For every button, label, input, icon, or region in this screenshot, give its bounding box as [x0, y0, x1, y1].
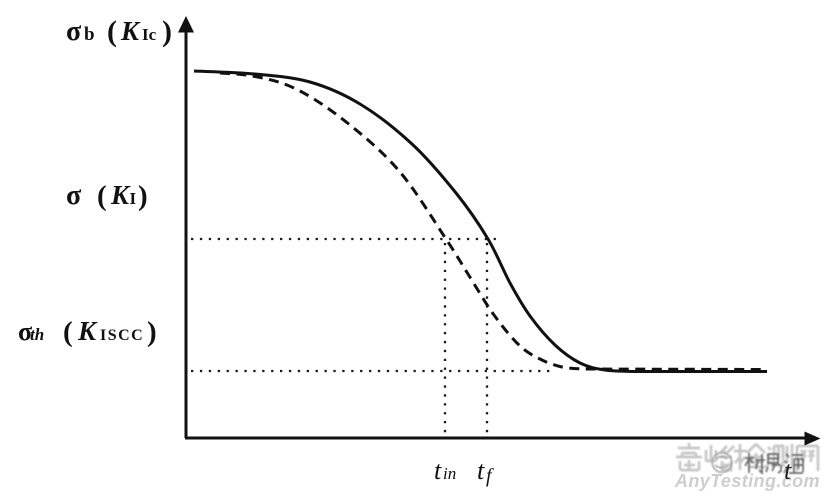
svg-text:σb(KIc): σ b(K Ic)	[66, 15, 172, 48]
svg-text:t: t	[784, 456, 792, 485]
svg-text:σ(KI): σ(KI)	[66, 180, 148, 212]
svg-text:AnyTesting.com: AnyTesting.com	[674, 471, 820, 491]
